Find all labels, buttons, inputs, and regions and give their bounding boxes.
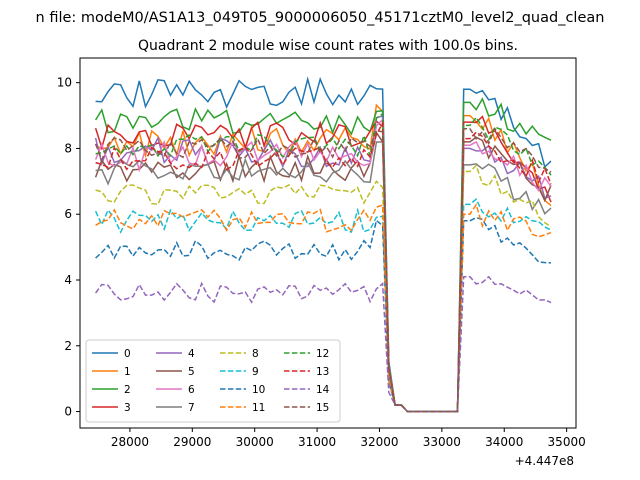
legend-label-7: 7 [188, 402, 195, 414]
y-tick-label: 4 [64, 273, 72, 287]
x-axis: 28000 29000 30000 31000 32000 33000 34000 35000 [111, 428, 586, 449]
legend-label-5: 5 [188, 366, 195, 378]
legend-label-15: 15 [316, 402, 329, 414]
figure-title: n file: modeM0/AS1A13_049T05_9000006050_… [36, 10, 605, 26]
series-line-13 [95, 120, 552, 413]
series-line-7 [95, 141, 552, 413]
series-line-10 [95, 216, 552, 413]
legend-label-0: 0 [124, 348, 131, 360]
legend-label-2: 2 [124, 384, 131, 396]
legend-label-6: 6 [188, 384, 195, 396]
series-line-15 [94, 127, 552, 413]
legend-label-3: 3 [124, 402, 131, 414]
legend-label-8: 8 [252, 348, 259, 360]
plot-title: Quadrant 2 module wise count rates with … [138, 38, 518, 54]
y-tick-label: 10 [57, 76, 72, 90]
x-tick-label: 33000 [423, 435, 461, 449]
legend-label-12: 12 [316, 348, 329, 360]
y-tick-label: 8 [64, 141, 72, 155]
plot-area [94, 76, 552, 413]
y-axis: 0 2 4 6 8 10 [57, 76, 80, 419]
axes-frame [79, 57, 577, 429]
x-tick-label: 35000 [548, 435, 586, 449]
x-tick-label: 32000 [360, 435, 398, 449]
legend-label-9: 9 [252, 366, 259, 378]
x-tick-label: 29000 [173, 435, 211, 449]
x-tick-label: 34000 [485, 435, 523, 449]
x-tick-label: 28000 [111, 435, 149, 449]
y-tick-label: 0 [64, 405, 72, 419]
x-tick-label: 31000 [298, 435, 336, 449]
legend-label-10: 10 [252, 384, 265, 396]
series-line-3 [94, 115, 552, 413]
legend-label-14: 14 [316, 384, 330, 396]
y-tick-label: 6 [64, 207, 72, 221]
y-tick-label: 2 [64, 339, 72, 353]
series-line-8 [95, 164, 552, 413]
x-tick-label: 30000 [236, 435, 274, 449]
legend-label-13: 13 [316, 366, 329, 378]
series-line-2 [94, 97, 552, 413]
legend-frame [85, 339, 341, 423]
legend-label-11: 11 [252, 402, 265, 414]
series-line-11 [95, 202, 552, 413]
series-line-12 [95, 112, 552, 413]
x-offset-label: +4.447e8 [515, 454, 574, 468]
series-line-0 [95, 76, 552, 413]
series-line-14 [94, 275, 552, 413]
legend-label-1: 1 [124, 366, 131, 378]
legend-label-4: 4 [188, 348, 195, 360]
